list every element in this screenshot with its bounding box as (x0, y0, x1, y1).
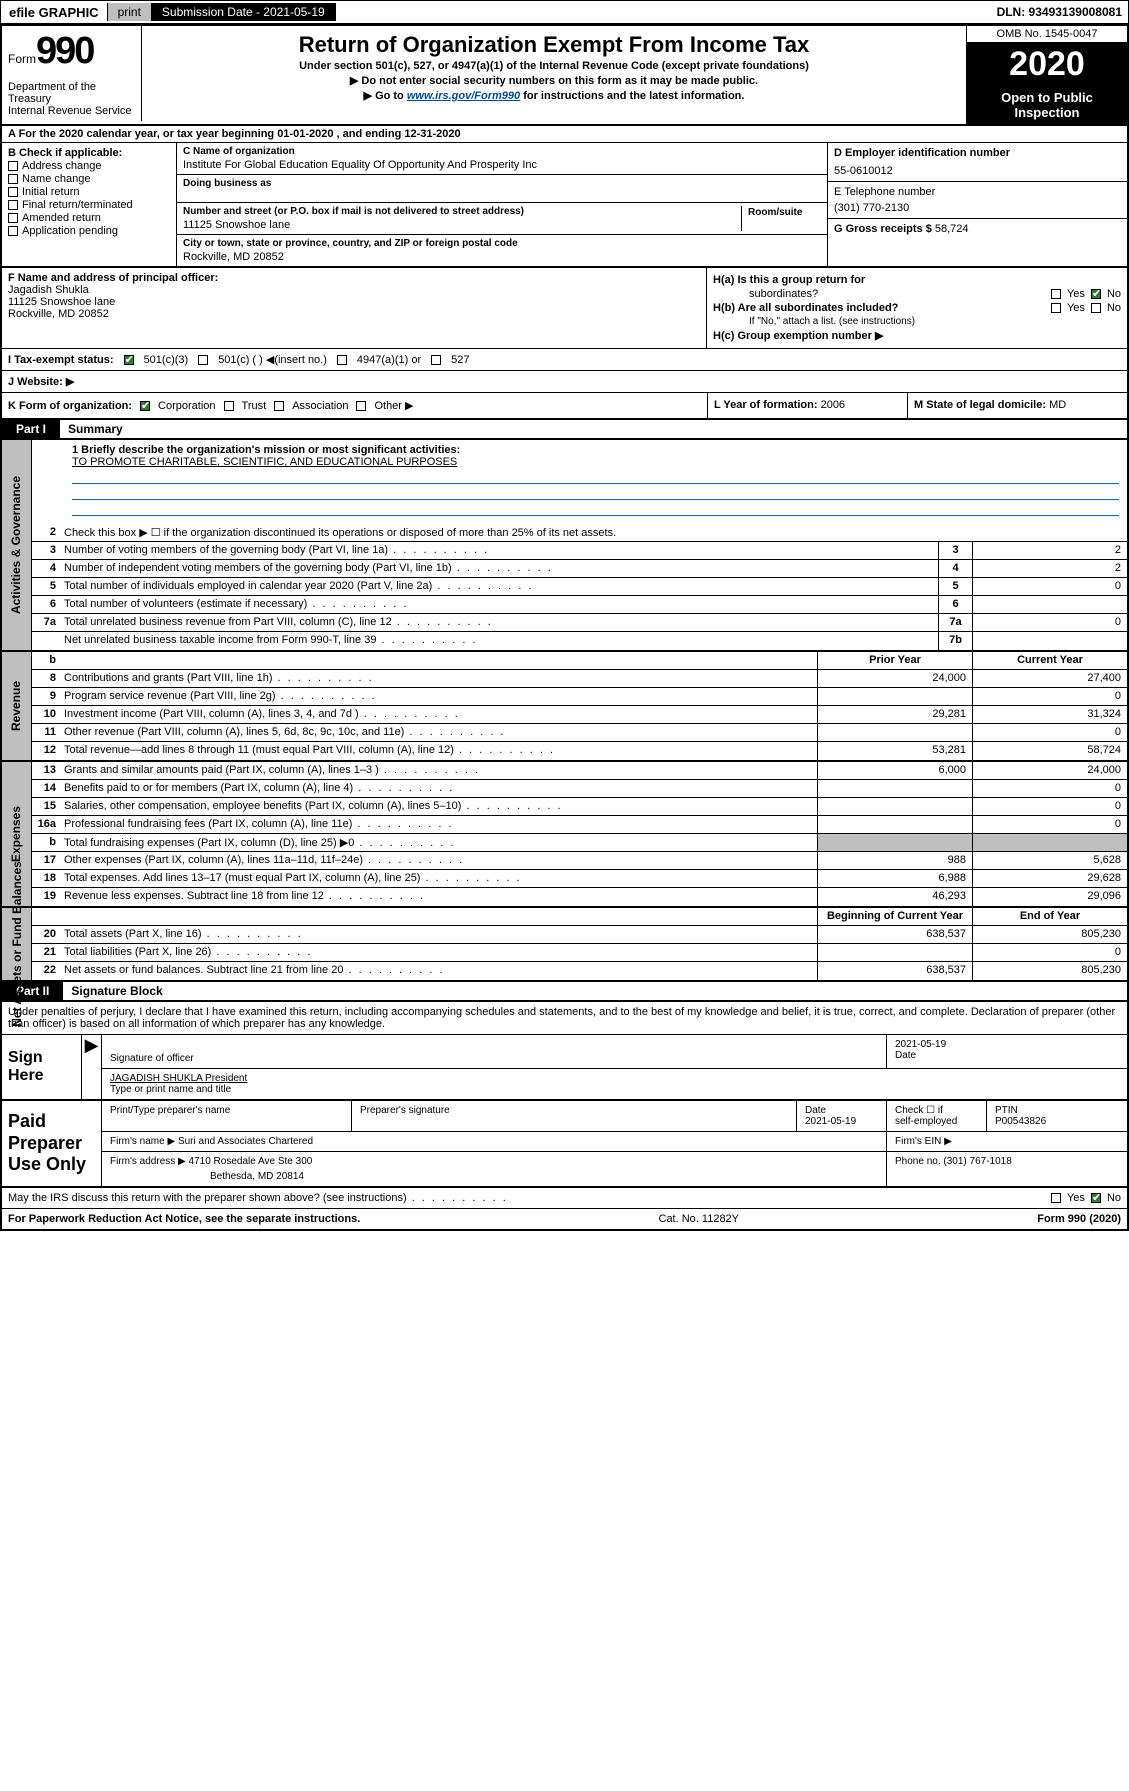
paid-preparer-block: Paid Preparer Use Only Print/Type prepar… (2, 1101, 1127, 1188)
phone: (301) 770-2130 (834, 202, 1121, 214)
open-public-badge: Open to Public Inspection (967, 86, 1127, 124)
summary-line: 5 Total number of individuals employed i… (32, 578, 1127, 596)
summary-line: 6 Total number of volunteers (estimate i… (32, 596, 1127, 614)
form-number-box: Form 990 (2, 26, 142, 77)
chk-initial-return[interactable] (8, 187, 18, 197)
form-990: Form 990 Department of the Treasury Inte… (0, 24, 1129, 1231)
submission-date: Submission Date - 2021-05-19 (152, 3, 336, 21)
governance-section: Activities & Governance 1 Briefly descri… (2, 440, 1127, 652)
summary-line: Net unrelated business taxable income fr… (32, 632, 1127, 650)
org-name: Institute For Global Education Equality … (183, 159, 821, 171)
ptin: P00543826 (995, 1116, 1119, 1127)
expenses-section: Expenses 13 Grants and similar amounts p… (2, 762, 1127, 908)
part-ii-header: Part II Signature Block (2, 982, 1127, 1002)
chk-hb-yes[interactable] (1051, 303, 1061, 313)
preparer-phone: (301) 767-1018 (943, 1156, 1011, 1167)
officer-name: JAGADISH SHUKLA President (110, 1073, 1119, 1084)
chk-amended-return[interactable] (8, 213, 18, 223)
summary-line: 14 Benefits paid to or for members (Part… (32, 780, 1127, 798)
form-header: Form 990 Department of the Treasury Inte… (2, 26, 1127, 126)
box-h: H(a) Is this a group return for subordin… (707, 268, 1127, 348)
box-b: B Check if applicable: Address change Na… (2, 143, 177, 266)
summary-line: 16a Professional fundraising fees (Part … (32, 816, 1127, 834)
summary-line: 20 Total assets (Part X, line 16) 638,53… (32, 926, 1127, 944)
mission-block: 1 Briefly describe the organization's mi… (32, 440, 1127, 524)
sig-date: 2021-05-19 (895, 1039, 1119, 1050)
summary-line: 13 Grants and similar amounts paid (Part… (32, 762, 1127, 780)
top-bar: efile GRAPHIC print Submission Date - 20… (0, 0, 1129, 24)
chk-4947[interactable] (337, 355, 347, 365)
firm-name: Suri and Associates Chartered (178, 1136, 313, 1147)
dept-treasury: Department of the Treasury Internal Reve… (2, 77, 142, 121)
tax-year: 2020 (967, 43, 1127, 86)
chk-address-change[interactable] (8, 161, 18, 171)
summary-line: 8 Contributions and grants (Part VIII, l… (32, 670, 1127, 688)
chk-application-pending[interactable] (8, 226, 18, 236)
line-a: A For the 2020 calendar year, or tax yea… (2, 126, 1127, 143)
summary-line: 11 Other revenue (Part VIII, column (A),… (32, 724, 1127, 742)
instructions-link[interactable]: www.irs.gov/Form990 (407, 90, 520, 102)
chk-corp[interactable] (140, 401, 150, 411)
arrow-icon: ▶ (82, 1035, 102, 1099)
summary-line: b Total fundraising expenses (Part IX, c… (32, 834, 1127, 852)
summary-line: 19 Revenue less expenses. Subtract line … (32, 888, 1127, 906)
chk-discuss-no[interactable] (1091, 1193, 1101, 1203)
revenue-section: Revenue b Prior Year Current Year 8 Cont… (2, 652, 1127, 762)
omb-number: OMB No. 1545-0047 (967, 26, 1127, 43)
print-button[interactable]: print (107, 3, 152, 21)
right-header: OMB No. 1545-0047 2020 Open to Public In… (967, 26, 1127, 124)
summary-line: 3 Number of voting members of the govern… (32, 542, 1127, 560)
summary-line: 7a Total unrelated business revenue from… (32, 614, 1127, 632)
summary-line: 4 Number of independent voting members o… (32, 560, 1127, 578)
chk-527[interactable] (431, 355, 441, 365)
net-assets-section: Net Assets or Fund Balances Beginning of… (2, 908, 1127, 982)
chk-discuss-yes[interactable] (1051, 1193, 1061, 1203)
summary-line: 12 Total revenue—add lines 8 through 11 … (32, 742, 1127, 760)
chk-final-return[interactable] (8, 200, 18, 210)
row-i: I Tax-exempt status: 501(c)(3) 501(c) ( … (2, 349, 1127, 371)
box-d-e-g: D Employer identification number 55-0610… (827, 143, 1127, 266)
section-b-through-g: B Check if applicable: Address change Na… (2, 143, 1127, 268)
chk-hb-no[interactable] (1091, 303, 1101, 313)
summary-line: 22 Net assets or fund balances. Subtract… (32, 962, 1127, 980)
summary-line: 21 Total liabilities (Part X, line 26) 0 (32, 944, 1127, 962)
summary-line: 17 Other expenses (Part IX, column (A), … (32, 852, 1127, 870)
summary-line: 9 Program service revenue (Part VIII, li… (32, 688, 1127, 706)
summary-line: 15 Salaries, other compensation, employe… (32, 798, 1127, 816)
box-c: C Name of organization Institute For Glo… (177, 143, 827, 266)
org-address: 11125 Snowshoe lane (183, 219, 729, 231)
efile-label: efile GRAPHIC (1, 3, 107, 22)
discuss-row: May the IRS discuss this return with the… (2, 1188, 1127, 1209)
chk-trust[interactable] (224, 401, 234, 411)
ein: 55-0610012 (834, 165, 1121, 177)
chk-501c[interactable] (198, 355, 208, 365)
title-column: Return of Organization Exempt From Incom… (142, 26, 967, 124)
row-k: K Form of organization: Corporation Trus… (2, 393, 1127, 420)
chk-ha-no[interactable] (1091, 289, 1101, 299)
row-j-website: J Website: ▶ (2, 371, 1127, 393)
chk-assoc[interactable] (274, 401, 284, 411)
row-f-h: F Name and address of principal officer:… (2, 268, 1127, 349)
summary-line: 10 Investment income (Part VIII, column … (32, 706, 1127, 724)
org-city: Rockville, MD 20852 (183, 251, 821, 263)
footer: For Paperwork Reduction Act Notice, see … (2, 1209, 1127, 1229)
chk-name-change[interactable] (8, 174, 18, 184)
chk-other[interactable] (356, 401, 366, 411)
dln-label: DLN: 93493139008081 (997, 5, 1128, 19)
signature-block: Under penalties of perjury, I declare th… (2, 1002, 1127, 1101)
form-title: Return of Organization Exempt From Incom… (150, 32, 958, 58)
part-i-header: Part I Summary (2, 420, 1127, 440)
mission-text: TO PROMOTE CHARITABLE, SCIENTIFIC, AND E… (72, 456, 1119, 468)
box-f: F Name and address of principal officer:… (2, 268, 707, 348)
chk-501c3[interactable] (124, 355, 134, 365)
gross-receipts: 58,724 (935, 223, 969, 235)
summary-line: 18 Total expenses. Add lines 13–17 (must… (32, 870, 1127, 888)
chk-ha-yes[interactable] (1051, 289, 1061, 299)
